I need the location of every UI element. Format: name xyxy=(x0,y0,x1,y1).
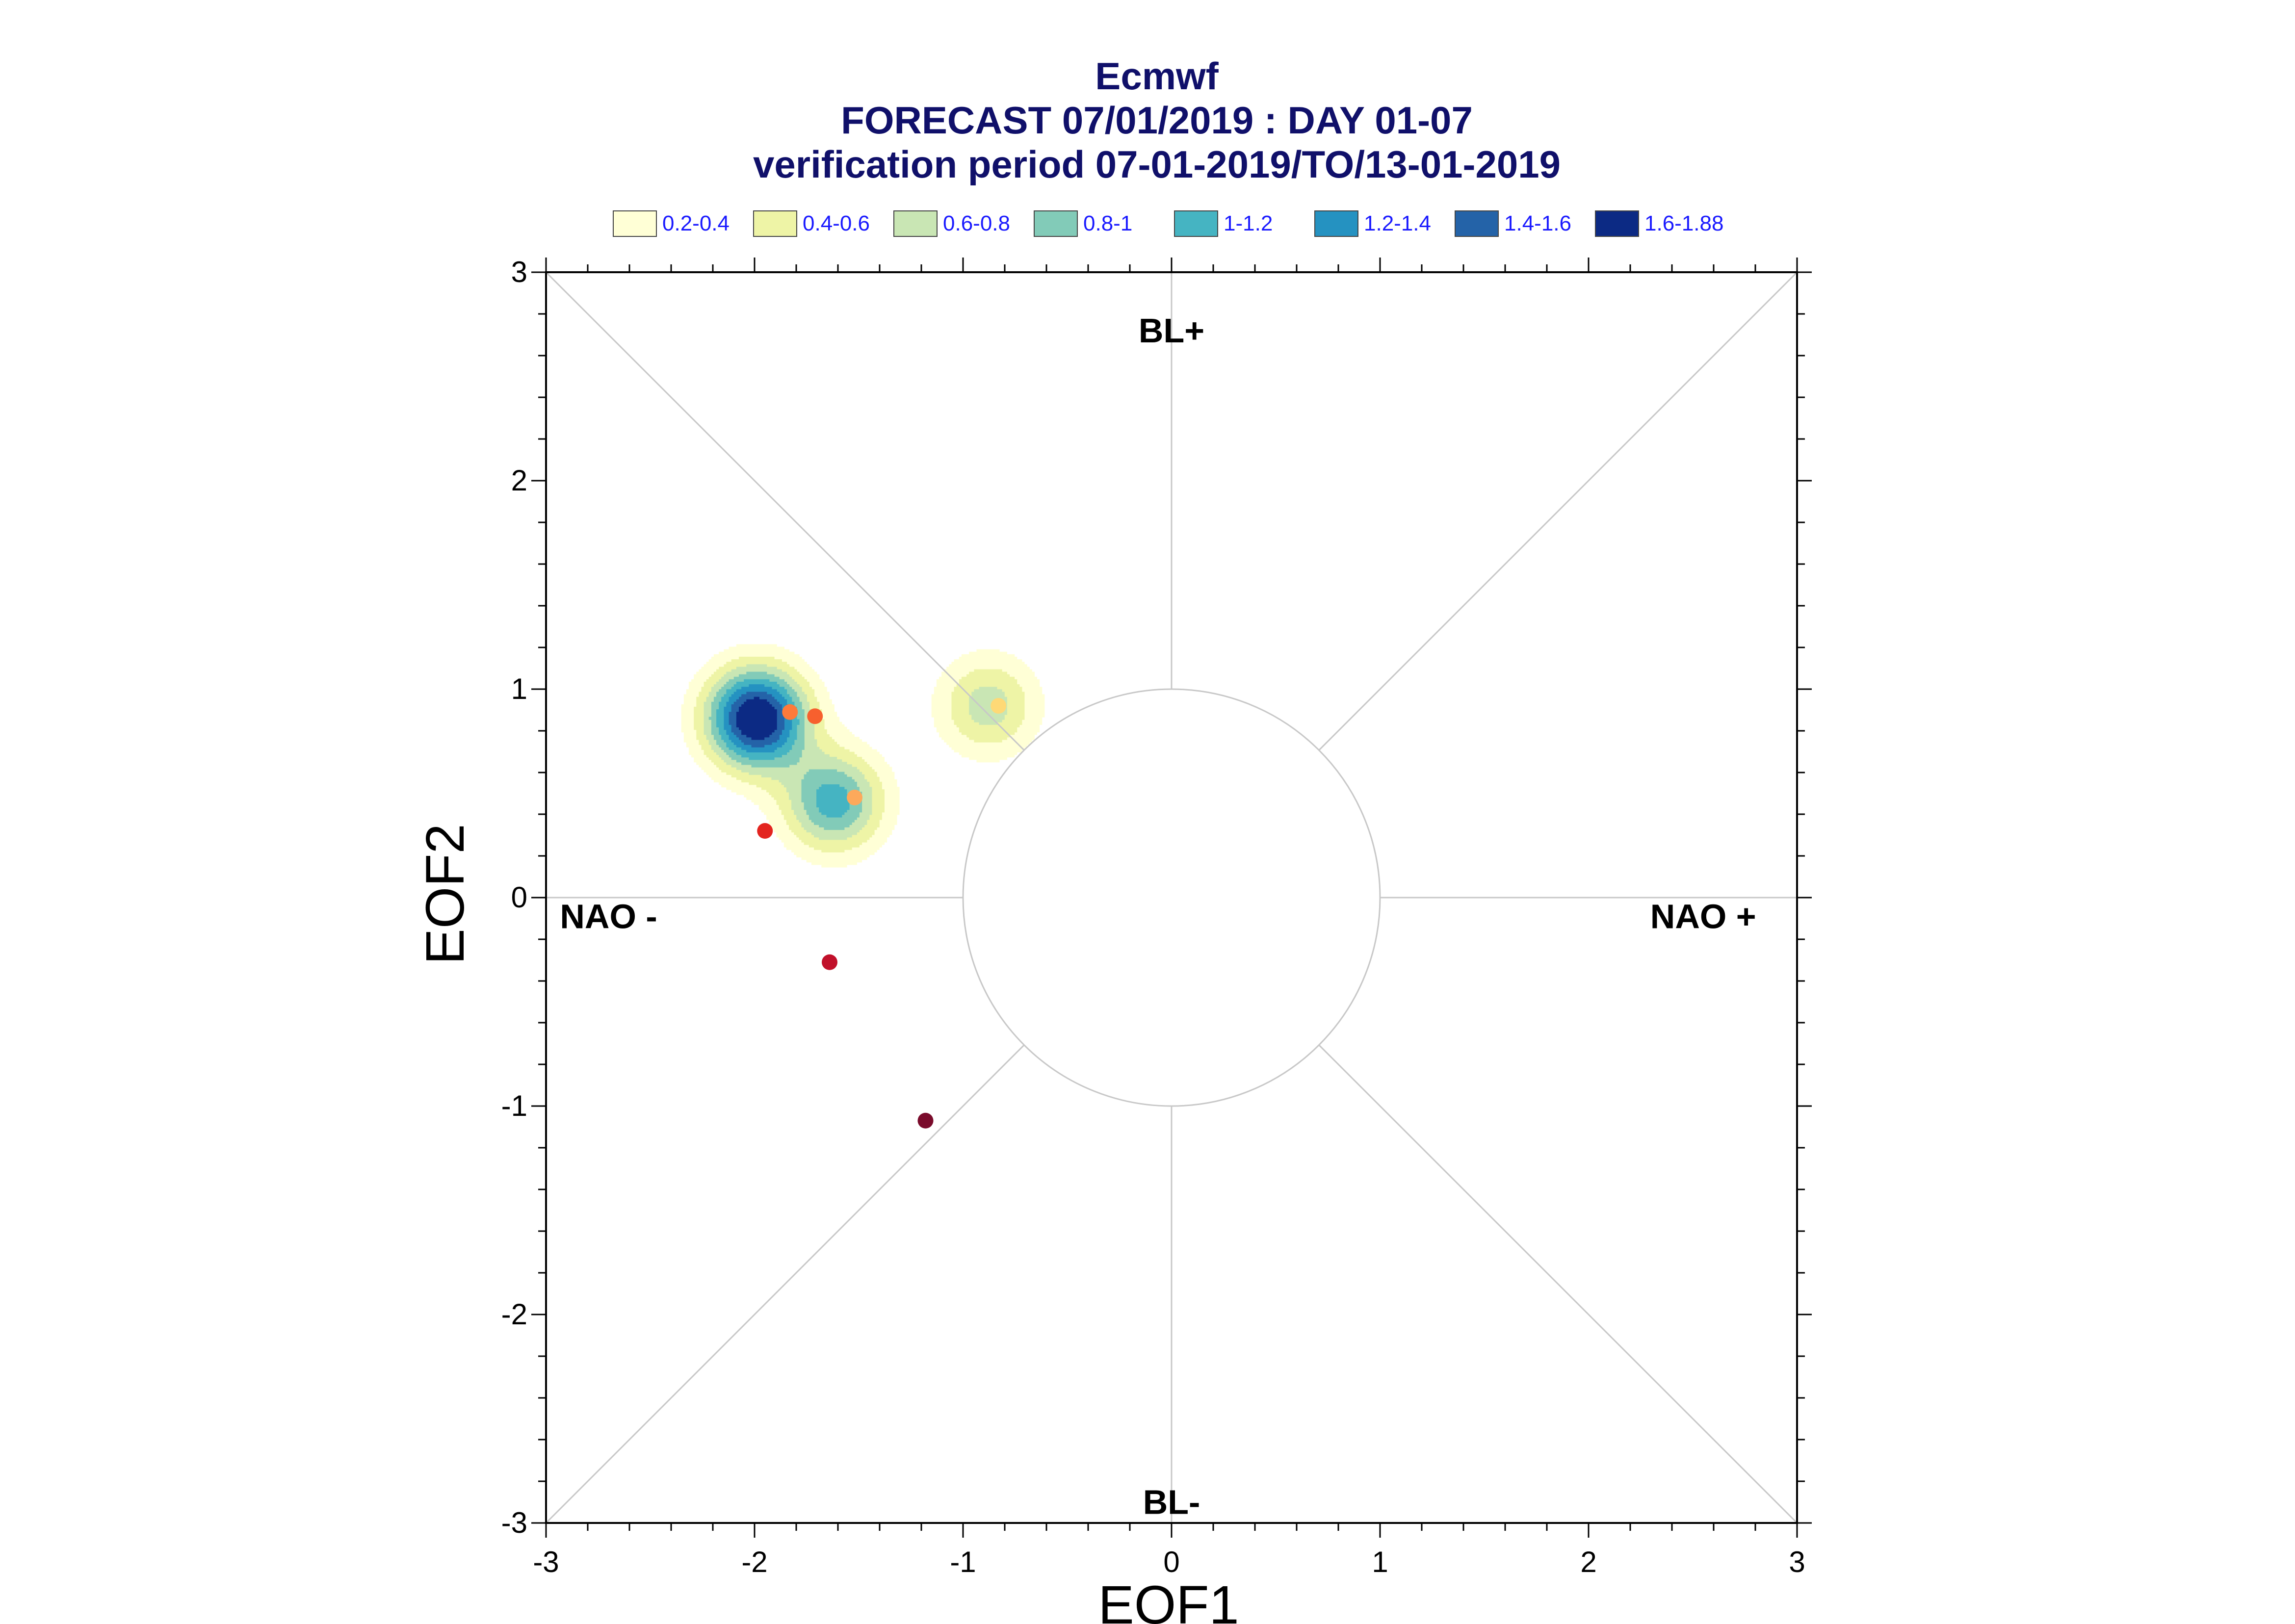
legend-swatch xyxy=(1455,210,1499,237)
x-tick-label: 1 xyxy=(1372,1546,1388,1578)
legend-label: 0.6-0.8 xyxy=(943,211,1010,235)
diagonal-guide xyxy=(545,1044,1025,1524)
legend-label: 1.4-1.6 xyxy=(1504,211,1571,235)
guide-lines xyxy=(545,271,1798,1524)
legend-label: 0.2-0.4 xyxy=(662,211,730,235)
data-points xyxy=(757,698,1007,1129)
diagonal-guide xyxy=(545,271,1025,751)
y-tick-label: 1 xyxy=(511,672,527,705)
regime-label: BL+ xyxy=(1139,311,1204,350)
data-point xyxy=(991,698,1007,714)
regime-labels: BL+ BL- NAO - NAO + xyxy=(560,311,1756,1521)
regime-label: NAO - xyxy=(560,897,657,935)
density-contours xyxy=(681,644,1045,868)
density-band xyxy=(736,696,777,740)
regime-label: NAO + xyxy=(1650,897,1756,935)
data-point xyxy=(807,708,823,724)
legend-swatch xyxy=(1314,210,1358,237)
x-tick-label: -1 xyxy=(950,1546,976,1578)
data-point xyxy=(782,704,798,720)
data-point xyxy=(757,823,773,839)
legend-label: 1.6-1.88 xyxy=(1644,211,1723,235)
chart-title: Ecmwf xyxy=(1095,54,1219,98)
legend-swatch xyxy=(1174,210,1218,237)
x-axis-title: EOF1 xyxy=(1098,1575,1239,1624)
x-tick-label: -2 xyxy=(741,1546,767,1578)
y-tick-label: -2 xyxy=(501,1298,527,1331)
diagonal-guide xyxy=(1318,1044,1798,1524)
y-tick-label: 0 xyxy=(511,881,527,914)
x-tick-label: 2 xyxy=(1580,1546,1596,1578)
regime-label: BL- xyxy=(1143,1483,1200,1521)
data-point xyxy=(822,954,837,970)
x-tick-label: -3 xyxy=(533,1546,559,1578)
legend-label: 0.8-1 xyxy=(1083,211,1132,235)
y-tick-label: -3 xyxy=(501,1506,527,1539)
legend-swatch xyxy=(1034,210,1078,237)
x-tick-label: 3 xyxy=(1789,1546,1805,1578)
legend-label: 1-1.2 xyxy=(1224,211,1273,235)
unit-circle xyxy=(962,688,1381,1107)
diagonal-guide xyxy=(1318,271,1798,751)
legend-swatch xyxy=(893,210,938,237)
legend-swatch xyxy=(1595,210,1639,237)
chart-subtitle-period: verification period 07-01-2019/TO/13-01-… xyxy=(753,143,1561,186)
legend-label: 0.4-0.6 xyxy=(803,211,870,235)
legend: 0.2-0.4 0.4-0.6 0.6-0.8 0.8-1 1-1.2 1.2-1.4 1.… xyxy=(613,210,1723,237)
x-tick-label: 0 xyxy=(1163,1546,1179,1578)
legend-swatch xyxy=(613,210,657,237)
axes: -3 -2 -1 0 1 2 3 -3 -2 -1 0 1 2 3 xyxy=(501,256,1812,1578)
y-axis-title: EOF2 xyxy=(415,824,475,964)
y-tick-label: -1 xyxy=(501,1089,527,1122)
data-point xyxy=(847,790,862,805)
data-point xyxy=(917,1112,934,1129)
y-tick-label: 3 xyxy=(511,256,527,288)
legend-swatch xyxy=(753,210,797,237)
chart-subtitle-forecast: FORECAST 07/01/2019 : DAY 01-07 xyxy=(841,99,1473,142)
y-tick-label: 2 xyxy=(511,464,527,497)
legend-label: 1.2-1.4 xyxy=(1364,211,1431,235)
